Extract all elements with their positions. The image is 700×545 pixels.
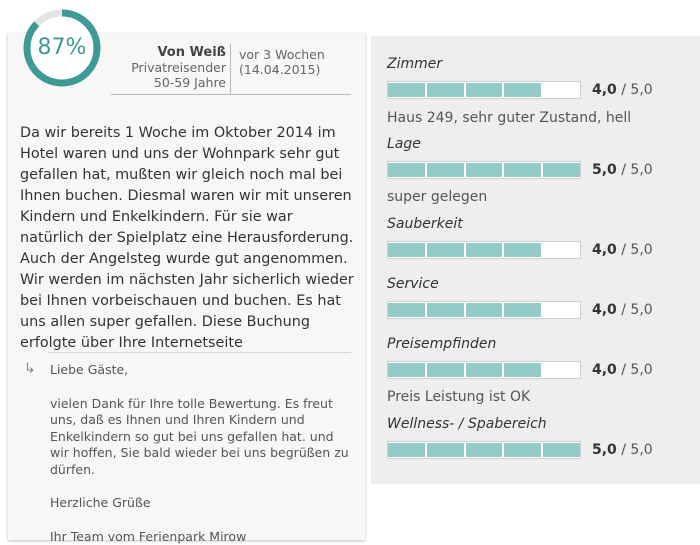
score-percent: 87% — [22, 8, 102, 88]
review-text: Da wir bereits 1 Woche im Oktober 2014 i… — [20, 123, 360, 354]
rating-score: 4,0 / 5,0 — [592, 82, 653, 98]
rating-comment: Haus 249, sehr guter Zustand, hell — [387, 110, 631, 126]
rating-bar-segment — [427, 443, 464, 457]
owner-reply: Liebe Gäste, vielen Dank für Ihre tolle … — [50, 362, 355, 545]
rating-bar-segment — [466, 163, 503, 177]
rating-score: 5,0 / 5,0 — [592, 442, 653, 458]
rating-bar — [387, 301, 581, 319]
rating-bar-segment — [427, 303, 464, 317]
rating-bar — [387, 161, 581, 179]
reply-closing: Herzliche Grüße — [50, 495, 355, 512]
reply-greeting: Liebe Gäste, — [50, 362, 355, 379]
rating-score: 4,0 / 5,0 — [592, 362, 653, 378]
rating-max: / 5,0 — [621, 362, 652, 378]
rating-bar-segment — [427, 83, 464, 97]
rating-bar-segment — [466, 303, 503, 317]
rating-bar-segment — [388, 163, 425, 177]
author-name: Von Weiß — [111, 45, 226, 60]
rating-value: 4,0 — [592, 302, 617, 318]
rating-score: 4,0 / 5,0 — [592, 302, 653, 318]
rating-bar-segment — [504, 83, 541, 97]
rating-label: Wellness- / Spabereich — [387, 416, 547, 432]
rating-bar-segment — [466, 243, 503, 257]
rating-max: / 5,0 — [621, 302, 652, 318]
rating-bar-segment — [504, 243, 541, 257]
rating-score: 5,0 / 5,0 — [592, 162, 653, 178]
rating-bar — [387, 441, 581, 459]
author-divider-vertical — [230, 44, 231, 94]
rating-label: Zimmer — [387, 56, 442, 72]
rating-label: Service — [387, 276, 439, 292]
review-date-absolute: (14.04.2015) — [239, 62, 349, 77]
rating-bar-segment — [504, 363, 541, 377]
rating-bar-segment — [466, 443, 503, 457]
rating-bar — [387, 241, 581, 259]
rating-max: / 5,0 — [621, 442, 652, 458]
rating-bar-segment — [427, 163, 464, 177]
rating-max: / 5,0 — [621, 162, 652, 178]
rating-max: / 5,0 — [621, 82, 652, 98]
rating-label: Lage — [387, 136, 421, 152]
rating-max: / 5,0 — [621, 242, 652, 258]
rating-bar-segment — [388, 243, 425, 257]
rating-value: 4,0 — [592, 362, 617, 378]
rating-bar-segment — [388, 303, 425, 317]
rating-bar-segment — [466, 363, 503, 377]
author-age: 50-59 Jahre — [111, 75, 226, 90]
reply-arrow-icon: ↳ — [24, 361, 36, 377]
rating-label: Sauberkeit — [387, 216, 463, 232]
rating-bar-segment — [543, 163, 580, 177]
rating-bar-segment — [504, 443, 541, 457]
rating-bar-segment — [504, 163, 541, 177]
author-type: Privatreisender — [111, 60, 226, 75]
rating-value: 4,0 — [592, 242, 617, 258]
rating-comment: super gelegen — [387, 189, 487, 205]
rating-bar-segment — [504, 303, 541, 317]
reply-divider — [48, 352, 351, 353]
reply-signature: Ihr Team vom Ferienpark Mirow — [50, 529, 355, 545]
rating-label: Preisempfinden — [387, 336, 496, 352]
rating-bar-segment — [388, 443, 425, 457]
rating-bar — [387, 81, 581, 99]
review-date: vor 3 Wochen (14.04.2015) — [239, 47, 349, 77]
rating-comment: Preis Leistung ist OK — [387, 389, 530, 405]
rating-bar-segment — [388, 363, 425, 377]
reply-body: vielen Dank für Ihre tolle Bewertung. Es… — [50, 396, 355, 479]
author-block: Von Weiß Privatreisender 50-59 Jahre — [111, 45, 226, 90]
rating-bar — [387, 361, 581, 379]
rating-bar-segment — [466, 83, 503, 97]
review-date-relative: vor 3 Wochen — [239, 47, 349, 62]
rating-bar-segment — [543, 443, 580, 457]
rating-value: 4,0 — [592, 82, 617, 98]
rating-bar-segment — [427, 243, 464, 257]
rating-bar-segment — [388, 83, 425, 97]
rating-value: 5,0 — [592, 442, 617, 458]
rating-value: 5,0 — [592, 162, 617, 178]
rating-score: 4,0 / 5,0 — [592, 242, 653, 258]
rating-bar-segment — [427, 363, 464, 377]
author-divider-horizontal — [111, 94, 351, 95]
